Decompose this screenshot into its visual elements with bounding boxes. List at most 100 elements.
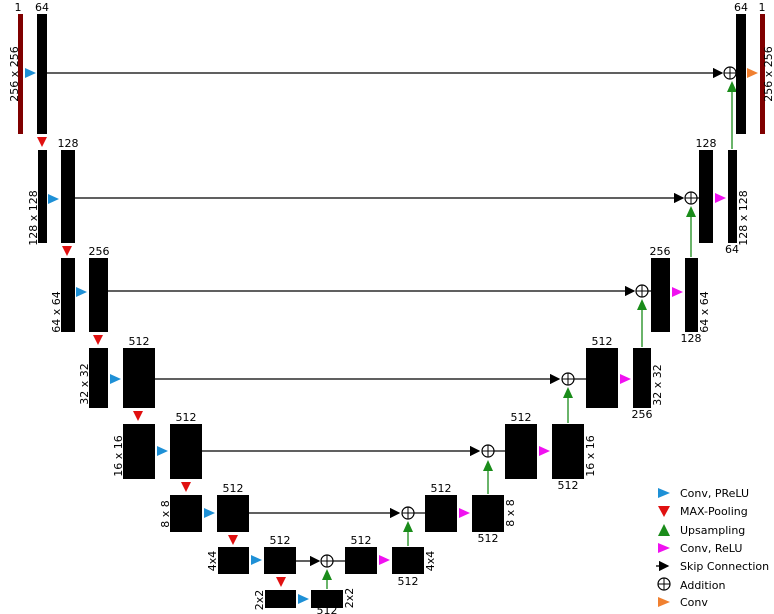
dec6-channels-top-label: 512 xyxy=(431,482,452,495)
enc6-block-b xyxy=(217,495,249,532)
legend-conv-icon xyxy=(658,597,670,607)
maxpool-arrow xyxy=(62,246,72,256)
dec1-block xyxy=(736,14,746,134)
upsampling-arrow-head xyxy=(686,206,696,217)
enc5-size-label: 16 x 16 xyxy=(112,435,125,477)
maxpool-arrow xyxy=(276,577,286,587)
dec4-channels-top-label: 512 xyxy=(592,335,613,348)
enc3-size-label: 64 x 64 xyxy=(50,291,63,333)
enc7-size-label: 4x4 xyxy=(206,551,219,572)
dec7-block-a xyxy=(345,547,377,574)
conv-prelu-arrow xyxy=(48,194,59,204)
legend-max-pooling: MAX-Pooling xyxy=(680,505,748,518)
addition-node-6 xyxy=(402,507,414,519)
maxpool-arrow xyxy=(133,411,143,421)
enc7-channels-label: 512 xyxy=(270,534,291,547)
legend-maxpool-icon xyxy=(658,506,670,517)
conv-relu-arrow xyxy=(459,508,470,518)
enc4-block-b xyxy=(123,348,155,408)
enc1-channels-label: 64 xyxy=(35,1,49,14)
enc1-size-label: 256 x 256 xyxy=(8,46,21,102)
dec3-size-label: 64 x 64 xyxy=(698,291,711,333)
dec4-block-a xyxy=(586,348,618,408)
dec6-channels-bottom-label: 512 xyxy=(478,532,499,545)
conv-prelu-arrow xyxy=(157,446,168,456)
upsampling-arrow-head xyxy=(403,521,413,532)
legend-addition: Addition xyxy=(680,579,725,592)
input-channels-label: 1 xyxy=(15,1,22,14)
dec4-channels-bottom-label: 256 xyxy=(632,408,653,421)
legend-conv-relu-icon xyxy=(658,543,670,553)
conv-prelu-arrow xyxy=(110,374,121,384)
bottom-channels-label: 512 xyxy=(317,604,338,614)
legend-upsampling-icon xyxy=(658,524,670,536)
maxpool-arrow xyxy=(228,535,238,545)
conv-prelu-arrow xyxy=(25,68,36,78)
enc6-channels-label: 512 xyxy=(223,482,244,495)
enc2-block-b xyxy=(61,150,75,243)
enc4-channels-label: 512 xyxy=(129,335,150,348)
legend-skip-connection: Skip Connection xyxy=(680,560,769,573)
conv-relu-arrow xyxy=(620,374,631,384)
dec1-channels-label: 64 xyxy=(734,1,748,14)
enc7-block-b xyxy=(264,547,296,574)
dec5-size-label: 16 x 16 xyxy=(584,435,597,477)
conv-prelu-arrow xyxy=(204,508,215,518)
dec3-block-a xyxy=(651,258,670,332)
upsampling-arrow-head xyxy=(322,569,332,580)
addition-node-3 xyxy=(636,285,648,297)
dec5-channels-bottom-label: 512 xyxy=(558,479,579,492)
bottom-size-right-label: 2x2 xyxy=(343,588,356,609)
dec7-channels-top-label: 512 xyxy=(351,534,372,547)
dec2-size-label: 128 x 128 xyxy=(737,190,750,246)
addition-node-2 xyxy=(685,192,697,204)
enc6-size-label: 8 x 8 xyxy=(159,500,172,528)
enc7-block-a xyxy=(218,547,249,574)
enc2-size-label: 128 x 128 xyxy=(27,190,40,246)
upsampling-arrow-head xyxy=(637,299,647,310)
upsampling-arrow-head xyxy=(727,81,737,92)
dec6-block-b xyxy=(472,495,504,532)
dec5-block-a xyxy=(505,424,537,479)
conv-relu-arrow xyxy=(715,193,726,203)
addition-node-1 xyxy=(724,67,736,79)
enc4-size-label: 32 x 32 xyxy=(78,363,91,405)
dec5-channels-top-label: 512 xyxy=(511,411,532,424)
dec2-block-b xyxy=(728,150,737,243)
enc3-channels-label: 256 xyxy=(89,245,110,258)
bottom-block-a xyxy=(265,590,296,608)
enc5-block-a xyxy=(123,424,155,479)
legend-conv-prelu-icon xyxy=(658,488,670,498)
dec6-block-a xyxy=(425,495,457,532)
legend: Conv, PReLU MAX-Pooling Upsampling Conv,… xyxy=(656,487,769,609)
legend-conv: Conv xyxy=(680,596,708,609)
enc6-block-a xyxy=(170,495,202,532)
conv-relu-arrow xyxy=(672,287,683,297)
dec3-channels-bottom-label: 128 xyxy=(681,332,702,345)
dec2-channels-top-label: 128 xyxy=(696,137,717,150)
dec5-block-b xyxy=(552,424,584,479)
conv-prelu-arrow xyxy=(298,594,309,604)
conv-relu-arrow xyxy=(379,555,390,565)
enc3-block-b xyxy=(89,258,108,332)
legend-conv-prelu: Conv, PReLU xyxy=(680,487,749,500)
enc4-block-a xyxy=(89,348,108,408)
enc5-channels-label: 512 xyxy=(176,411,197,424)
conv-out-arrow xyxy=(747,68,758,78)
maxpool-arrow xyxy=(181,482,191,492)
upsampling-arrow-head xyxy=(483,460,493,471)
enc1-block xyxy=(37,14,47,134)
dec3-block-b xyxy=(685,258,698,332)
dec4-size-label: 32 x 32 xyxy=(651,364,664,406)
dec3-channels-top-label: 256 xyxy=(650,245,671,258)
output-channels-label: 1 xyxy=(759,1,766,14)
legend-addition-icon xyxy=(658,578,670,590)
addition-node-7 xyxy=(321,555,333,567)
dec7-channels-bottom-label: 512 xyxy=(398,575,419,588)
upsampling-arrow-head xyxy=(563,387,573,398)
dec6-size-label: 8 x 8 xyxy=(504,499,517,527)
dec4-block-b xyxy=(633,348,651,408)
enc2-channels-label: 128 xyxy=(58,137,79,150)
enc3-block-a xyxy=(61,258,75,332)
